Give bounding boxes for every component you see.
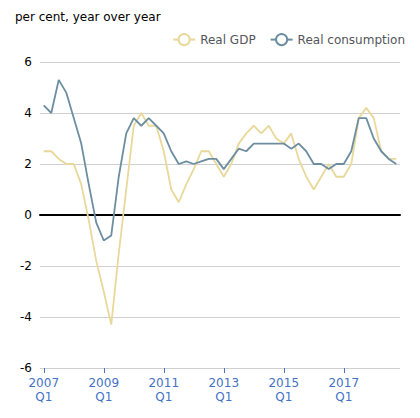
svg-text:per cent, year over year: per cent, year over year: [15, 10, 161, 24]
svg-text:-4: -4: [20, 310, 32, 324]
svg-text:Q1: Q1: [155, 390, 172, 404]
svg-text:2: 2: [24, 157, 32, 171]
svg-text:2011: 2011: [148, 376, 179, 390]
svg-text:2009: 2009: [88, 376, 119, 390]
svg-text:Q1: Q1: [35, 390, 52, 404]
svg-text:2007: 2007: [28, 376, 59, 390]
svg-text:Q1: Q1: [95, 390, 112, 404]
svg-text:Real GDP: Real GDP: [200, 33, 255, 47]
svg-text:2017: 2017: [328, 376, 359, 390]
svg-text:-6: -6: [20, 361, 32, 375]
svg-text:6: 6: [24, 55, 32, 69]
svg-text:2013: 2013: [208, 376, 239, 390]
svg-text:Q1: Q1: [335, 390, 352, 404]
svg-text:Q1: Q1: [215, 390, 232, 404]
svg-text:Real consumption: Real consumption: [298, 33, 405, 47]
svg-text:Q1: Q1: [275, 390, 292, 404]
svg-text:4: 4: [24, 106, 32, 120]
svg-text:-2: -2: [20, 259, 32, 273]
svg-text:2015: 2015: [268, 376, 299, 390]
svg-text:0: 0: [24, 208, 32, 222]
